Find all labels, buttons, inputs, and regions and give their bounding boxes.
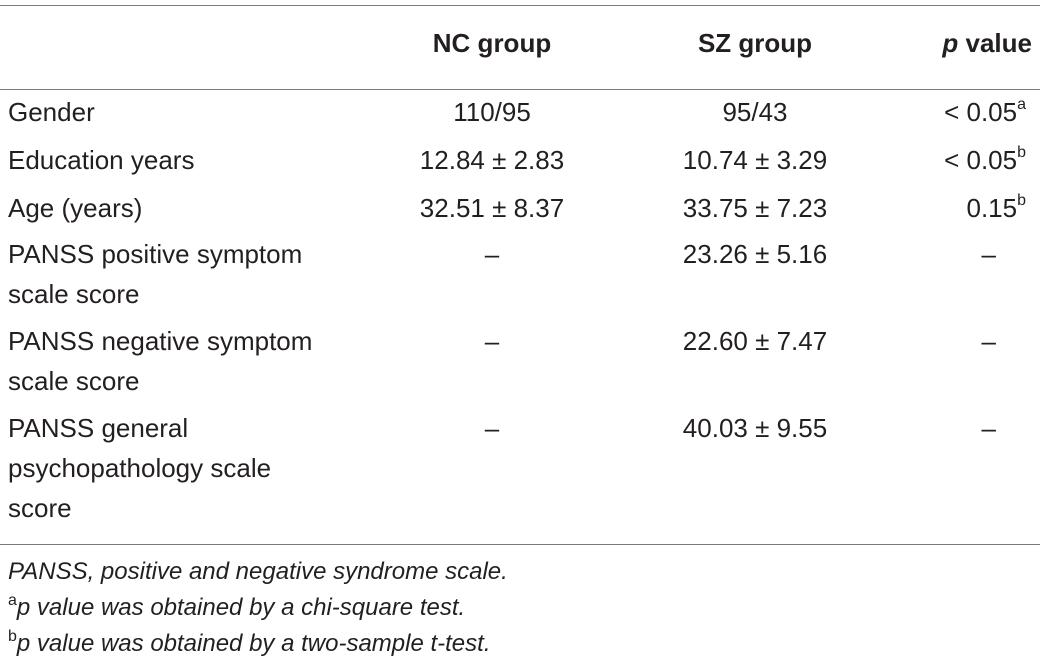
- table-header: NC group SZ group p value: [0, 26, 1040, 66]
- row-label: PANSS positive symptom scale score: [8, 239, 303, 309]
- row-label: PANSS negative symptom scale score: [8, 326, 313, 396]
- row-nc-value: 32.51 ± 8.37: [419, 193, 565, 223]
- row-nc-value: 12.84 ± 2.83: [419, 145, 565, 175]
- p-value-text: < 0.05: [944, 97, 1018, 127]
- table-header-rule: [0, 89, 1040, 90]
- row-nc-value: –: [484, 326, 500, 356]
- row-p-value: –: [981, 413, 996, 443]
- table-footnotes: PANSS, positive and negative syndrome sc…: [8, 554, 508, 662]
- p-value-text: < 0.05: [944, 145, 1018, 175]
- p-value-footnote-mark: b: [1017, 144, 1026, 161]
- p-value-footnote-mark: a: [1017, 96, 1026, 113]
- p-value-text: 0.15: [966, 193, 1018, 223]
- header-sz-group: SZ group: [697, 28, 813, 58]
- row-p-value: < 0.05b: [944, 140, 1026, 180]
- footnote-b-mark: b: [8, 628, 17, 645]
- row-sz-value: 33.75 ± 7.23: [682, 193, 828, 223]
- footnote-b: bp value was obtained by a two-sample t-…: [8, 626, 508, 662]
- row-p-value: –: [981, 326, 996, 356]
- row-p-value: 0.15b: [966, 188, 1026, 228]
- table-bottom-rule: [0, 544, 1040, 545]
- row-sz-value: 95/43: [722, 97, 788, 127]
- header-p-rest: value: [958, 28, 1033, 58]
- row-nc-value: –: [484, 239, 500, 269]
- table-top-rule: [0, 5, 1040, 6]
- row-nc-value: –: [484, 413, 500, 443]
- header-nc-group: NC group: [432, 28, 552, 58]
- row-nc-value: 110/95: [453, 97, 531, 127]
- footnote-a-text: p value was obtained by a chi-square tes…: [16, 594, 466, 621]
- row-sz-value: 22.60 ± 7.47: [682, 326, 828, 356]
- row-sz-value: 23.26 ± 5.16: [682, 239, 828, 269]
- row-label: Gender: [8, 97, 95, 127]
- header-p-value: p value: [942, 26, 1032, 60]
- row-sz-value: 40.03 ± 9.55: [682, 413, 828, 443]
- footnote-abbreviation: PANSS, positive and negative syndrome sc…: [8, 558, 508, 585]
- row-sz-value: 10.74 ± 3.29: [682, 145, 828, 175]
- footnote-a-mark: a: [8, 592, 17, 609]
- row-label: Age (years): [8, 193, 143, 223]
- footnote-b-text: p value was obtained by a two-sample t-t…: [16, 630, 491, 657]
- row-label: Education years: [8, 145, 195, 175]
- footnote-a: ap value was obtained by a chi-square te…: [8, 590, 508, 626]
- row-p-value: –: [981, 239, 996, 269]
- row-label: PANSS general psychopathology scale scor…: [8, 413, 272, 523]
- p-value-footnote-mark: b: [1017, 192, 1026, 209]
- row-p-value: < 0.05a: [944, 92, 1026, 132]
- header-p-italic: p: [942, 28, 959, 58]
